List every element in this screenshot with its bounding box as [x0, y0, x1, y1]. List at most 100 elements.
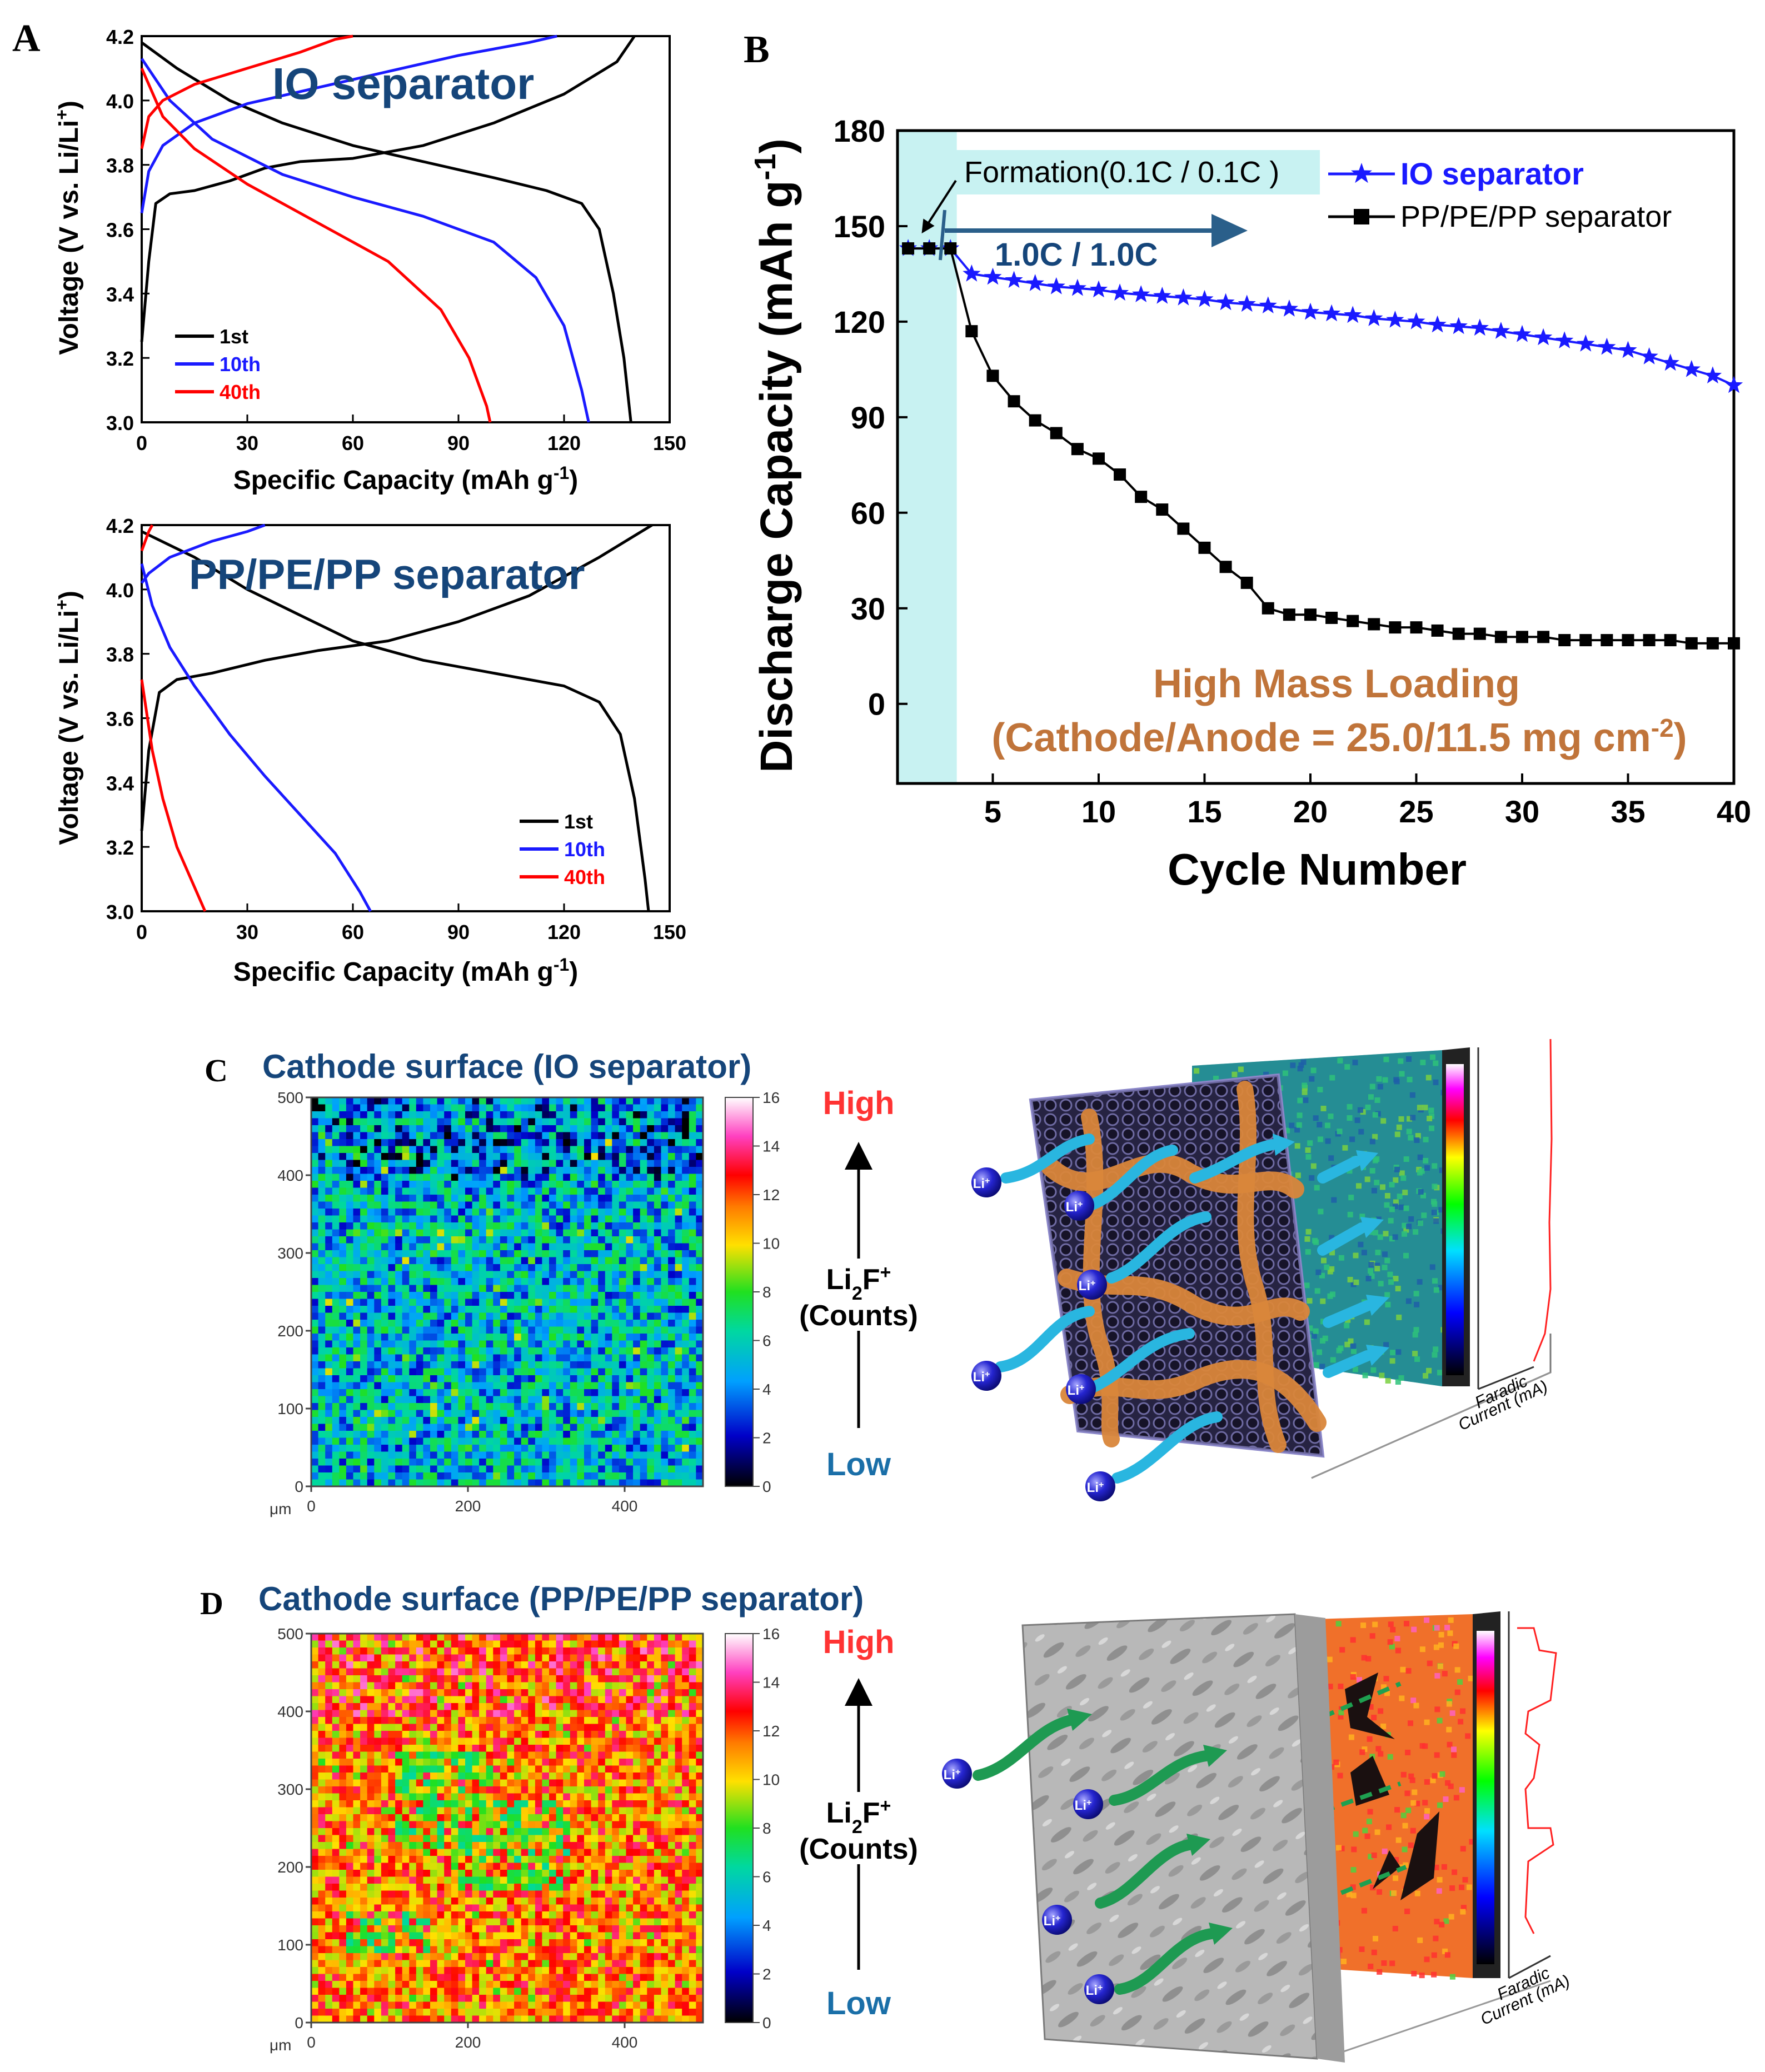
heatmap-cell — [374, 1396, 382, 1404]
heatmap-cell — [430, 1396, 438, 1404]
heatmap-cell — [535, 1779, 543, 1787]
heatmap-cell — [584, 1410, 592, 1417]
heatmap-cell — [409, 1257, 417, 1265]
heatmap-cell — [535, 1668, 543, 1676]
heatmap-cell — [682, 1668, 690, 1676]
heatmap-cell — [493, 1793, 501, 1801]
heatmap-cell — [675, 1326, 682, 1334]
heatmap-cell — [318, 1640, 326, 1648]
heatmap-cell — [360, 1257, 368, 1265]
heatmap-cell — [374, 1347, 382, 1355]
heatmap-cell — [318, 1174, 326, 1181]
heatmap-cell — [521, 1668, 528, 1676]
heatmap-cell — [556, 1174, 564, 1181]
heatmap-cell — [633, 1326, 641, 1334]
heatmap-cell — [458, 1153, 466, 1161]
heatmap-cell — [689, 1710, 696, 1717]
heatmap-cell — [353, 1264, 361, 1272]
heatmap-cell — [689, 1634, 696, 1641]
heatmap-cell — [570, 1403, 577, 1411]
data-point-pp — [965, 325, 978, 338]
heatmap-cell — [556, 1696, 564, 1704]
heatmap-cell — [598, 1306, 606, 1314]
heatmap-cell — [430, 1257, 438, 1265]
heatmap-cell — [542, 1187, 550, 1195]
heatmap-cell — [318, 1479, 326, 1487]
heatmap-cell — [668, 1111, 676, 1119]
heatmap-cell — [675, 1236, 682, 1244]
heatmap-cell — [507, 1424, 515, 1431]
heatmap-cell — [325, 1201, 333, 1209]
heatmap-cell — [346, 1320, 354, 1327]
heatmap-cell — [570, 1445, 577, 1452]
heatmap-cell — [486, 1779, 493, 1787]
heatmap-cell — [311, 1821, 319, 1829]
heatmap-cell — [409, 1139, 417, 1147]
heatmap-cell — [563, 1285, 571, 1292]
heatmap-cell — [675, 1465, 682, 1473]
heatmap-cell — [346, 1278, 354, 1286]
heatmap-cell — [318, 1828, 326, 1836]
heatmap-cell — [311, 1807, 319, 1815]
heatmap-cell — [689, 1153, 696, 1161]
heatmap-cell — [332, 1118, 340, 1126]
heatmap-cell — [668, 1118, 676, 1126]
heatmap-cell — [402, 1340, 410, 1348]
heatmap-cell — [584, 1745, 592, 1753]
heatmap-cell — [325, 1160, 333, 1167]
heatmap-cell — [619, 1264, 627, 1272]
heatmap-cell — [640, 1292, 647, 1300]
heatmap-cell — [514, 1201, 522, 1209]
heatmap-cell — [521, 1410, 528, 1417]
heatmap-cell — [689, 1654, 696, 1662]
heatmap-cell — [374, 1257, 382, 1265]
heatmap-cell — [605, 1097, 612, 1105]
heatmap-cell — [444, 1807, 452, 1815]
heatmap-cell — [549, 1118, 557, 1126]
heatmap-cell — [444, 1773, 452, 1780]
heatmap-cell — [591, 1745, 599, 1753]
heatmap-cell — [640, 1738, 647, 1745]
heatmap-cell — [360, 1634, 368, 1641]
heatmap-cell — [430, 1814, 438, 1822]
heatmap-cell — [654, 1118, 662, 1126]
heatmap-cell — [493, 1682, 501, 1690]
heatmap-cell — [444, 1340, 452, 1348]
heatmap-cell — [696, 1731, 704, 1739]
heatmap-cell — [612, 1347, 620, 1355]
heatmap-cell — [535, 1696, 543, 1704]
heatmap-cell — [465, 1278, 473, 1286]
heatmap-cell — [591, 1389, 599, 1397]
heatmap-cell — [325, 1396, 333, 1404]
heatmap-cell — [570, 1201, 577, 1209]
heatmap-cell — [521, 1326, 528, 1334]
heatmap-cell — [332, 1187, 340, 1195]
heatmap-cell — [402, 1814, 410, 1822]
heatmap-cell — [605, 1292, 612, 1300]
heatmap-cell — [591, 1396, 599, 1404]
heatmap-cell — [437, 1745, 445, 1753]
heatmap-cell — [647, 1745, 655, 1753]
heatmap-cell — [423, 1682, 431, 1690]
heatmap-cell — [696, 1146, 704, 1154]
heatmap-cell — [451, 1153, 458, 1161]
heatmap-cell — [430, 1403, 438, 1411]
heatmap-cell — [360, 1424, 368, 1431]
heatmap-cell — [549, 1389, 557, 1397]
heatmap-cell — [633, 1786, 641, 1794]
heatmap-cell — [416, 1326, 423, 1334]
heatmap-cell — [465, 1451, 473, 1459]
heatmap-cell — [465, 1465, 473, 1473]
heatmap-cell — [563, 1111, 571, 1119]
heatmap-cell — [675, 1410, 682, 1417]
heatmap-cell — [682, 1361, 690, 1369]
heatmap-cell — [388, 1139, 396, 1147]
heatmap-cell — [542, 1222, 550, 1230]
heatmap-cell — [381, 1403, 389, 1411]
heatmap-cell — [395, 1153, 403, 1161]
heatmap-cell — [640, 1201, 647, 1209]
heatmap-cell — [605, 1710, 612, 1717]
heatmap-cell — [416, 1689, 423, 1697]
heatmap-cell — [549, 1146, 557, 1154]
heatmap-cell — [514, 1146, 522, 1154]
